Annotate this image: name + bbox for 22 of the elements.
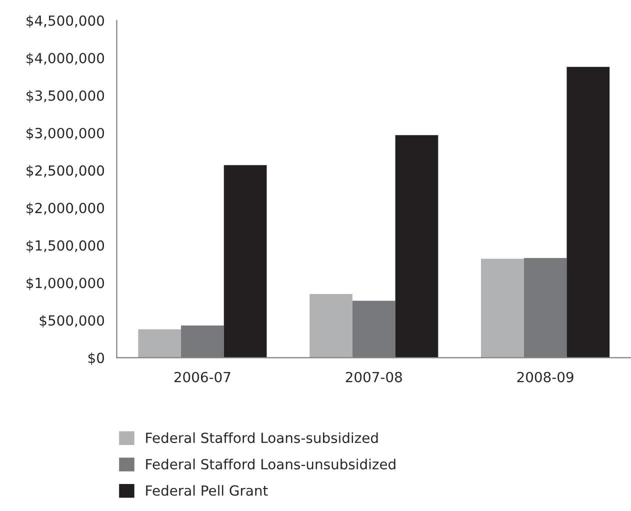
y-tick-label: $0 [88,352,104,366]
bar [395,135,438,358]
y-tick-label: $4,000,000 [26,52,104,66]
y-tick-label: $3,000,000 [26,128,104,140]
bar [481,258,524,358]
legend-label: Federal Pell Grant [146,485,268,496]
x-tick-label: 2008-09 [517,372,574,382]
x-tick-label: 2007-08 [346,372,402,382]
y-tick-label: $500,000 [40,314,104,328]
y-tick-label: $1,500,000 [26,240,104,253]
y-tick-label: $2,000,000 [26,202,104,216]
y-tick-label: $1,000,000 [26,277,104,290]
bar [138,329,182,358]
legend-label: Federal Stafford Loans-unsubsidized [146,458,396,470]
legend-label: Federal Stafford Loans-subsidized [146,432,378,444]
bar [566,66,610,358]
y-tick-label: $3,500,000 [26,90,104,103]
x-tick-label: 2006-07 [174,372,230,382]
y-tick-label: $4,500,000 [26,15,104,28]
bar [310,294,352,358]
bar [224,165,267,358]
y-tick-label: $2,500,000 [26,165,104,178]
